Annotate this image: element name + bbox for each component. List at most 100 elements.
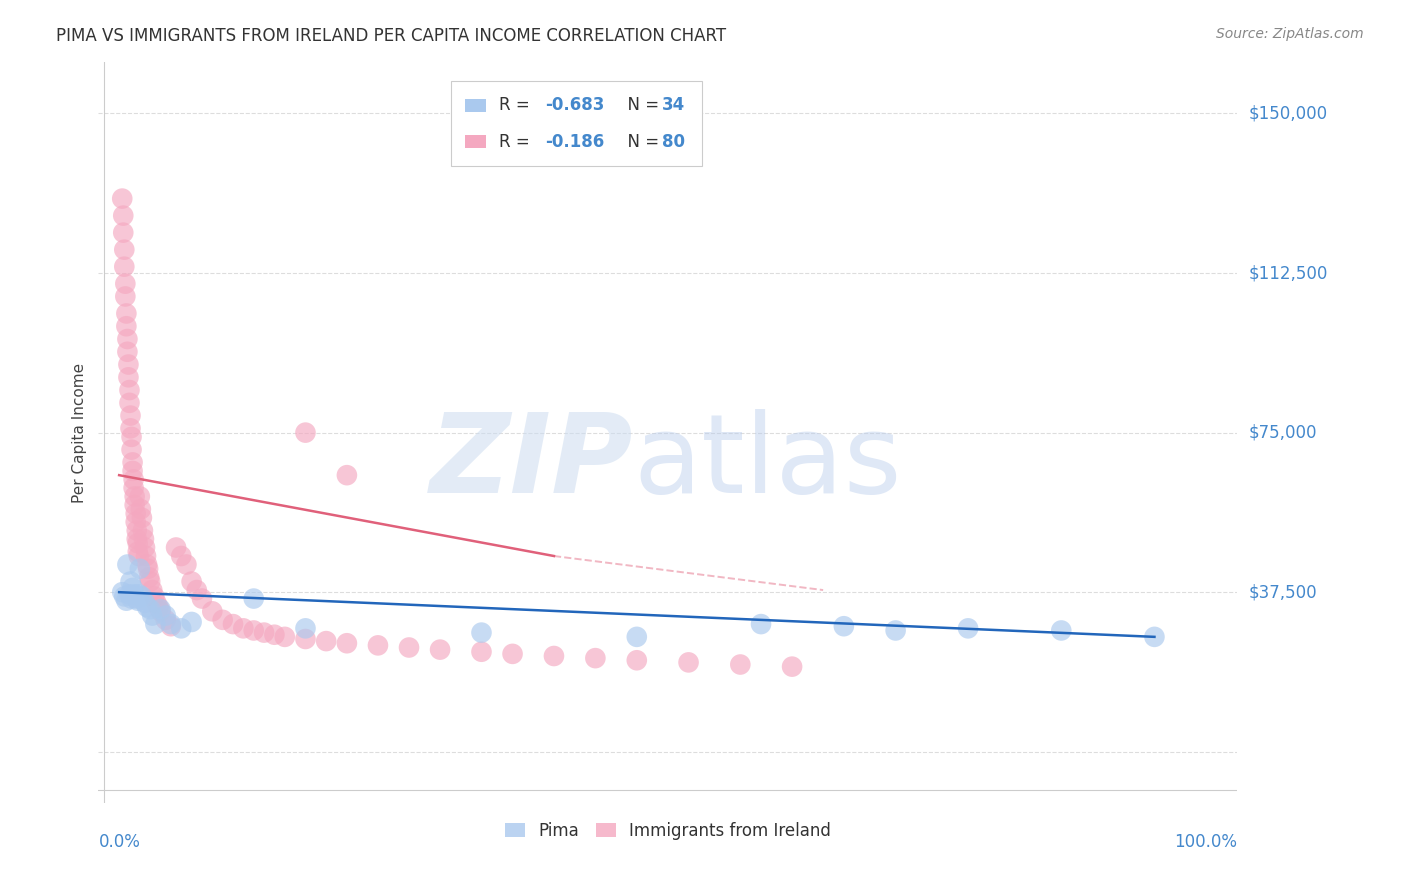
Point [121, 581, 143, 595]
Point [176, 558, 198, 572]
Point [367, 639, 389, 653]
Point [118, 383, 141, 397]
Point [145, 617, 167, 632]
Point [121, 455, 143, 469]
Point [294, 621, 316, 635]
Point [149, 602, 172, 616]
Point [136, 562, 159, 576]
Point [112, 243, 135, 257]
Point [170, 621, 193, 635]
Point [128, 549, 150, 563]
Point [135, 549, 157, 563]
Text: 0.0%: 0.0% [98, 833, 141, 851]
Point [120, 409, 142, 423]
Point [470, 645, 492, 659]
Point [124, 490, 146, 504]
Point [117, 344, 139, 359]
Point [165, 541, 187, 555]
Point [122, 472, 145, 486]
Point [336, 636, 359, 650]
Point [132, 524, 155, 538]
Point [120, 574, 142, 589]
Point [232, 621, 254, 635]
Point [121, 442, 143, 457]
Point [127, 545, 149, 559]
Point [134, 541, 156, 555]
Point [128, 562, 150, 576]
Point [884, 624, 907, 638]
Text: 80: 80 [662, 133, 685, 151]
Point [180, 574, 202, 589]
Point [143, 590, 166, 604]
Legend: Pima, Immigrants from Ireland: Pima, Immigrants from Ireland [498, 815, 838, 847]
Point [118, 396, 141, 410]
Point [832, 619, 855, 633]
Point [112, 590, 135, 604]
Point [121, 430, 143, 444]
Point [115, 306, 138, 320]
Point [136, 600, 159, 615]
Point [115, 319, 138, 334]
Point [141, 582, 163, 597]
Point [222, 617, 245, 632]
Point [180, 615, 202, 629]
Point [149, 604, 172, 618]
Point [780, 659, 803, 673]
Point [957, 621, 980, 635]
Point [1050, 624, 1073, 638]
Point [125, 507, 148, 521]
Point [263, 628, 285, 642]
Text: R =: R = [499, 96, 536, 114]
Text: ZIP: ZIP [430, 409, 634, 516]
Point [125, 524, 148, 538]
Text: N =: N = [617, 133, 664, 151]
Point [253, 625, 276, 640]
Point [138, 570, 160, 584]
Point [118, 587, 141, 601]
Point [132, 532, 155, 546]
Point [626, 630, 648, 644]
Point [136, 558, 159, 572]
Point [201, 604, 224, 618]
Text: $37,500: $37,500 [1249, 583, 1317, 601]
Point [124, 498, 146, 512]
Point [129, 502, 152, 516]
FancyBboxPatch shape [451, 81, 702, 166]
Text: $112,500: $112,500 [1249, 264, 1327, 282]
Text: -0.186: -0.186 [546, 133, 605, 151]
Point [145, 596, 167, 610]
Point [155, 608, 177, 623]
Point [127, 536, 149, 550]
Point [583, 651, 606, 665]
Text: PIMA VS IMMIGRANTS FROM IRELAND PER CAPITA INCOME CORRELATION CHART: PIMA VS IMMIGRANTS FROM IRELAND PER CAPI… [56, 27, 727, 45]
Point [120, 421, 142, 435]
Point [242, 624, 264, 638]
Point [336, 468, 359, 483]
Point [160, 617, 183, 632]
Point [121, 464, 143, 478]
Point [470, 625, 492, 640]
Point [131, 590, 153, 604]
Text: $75,000: $75,000 [1249, 424, 1317, 442]
Text: Source: ZipAtlas.com: Source: ZipAtlas.com [1216, 27, 1364, 41]
Point [148, 600, 170, 615]
Point [139, 574, 162, 589]
Point [115, 593, 138, 607]
Point [111, 585, 134, 599]
Point [111, 192, 134, 206]
Point [128, 490, 150, 504]
Point [155, 613, 177, 627]
Point [274, 630, 297, 644]
Text: R =: R = [499, 133, 536, 151]
Point [170, 549, 193, 563]
Point [294, 425, 316, 440]
Text: 34: 34 [662, 96, 685, 114]
Point [128, 587, 150, 601]
Point [398, 640, 420, 655]
Point [122, 481, 145, 495]
Point [134, 596, 156, 610]
Point [127, 593, 149, 607]
Point [139, 602, 162, 616]
Point [114, 289, 136, 303]
Point [429, 642, 451, 657]
